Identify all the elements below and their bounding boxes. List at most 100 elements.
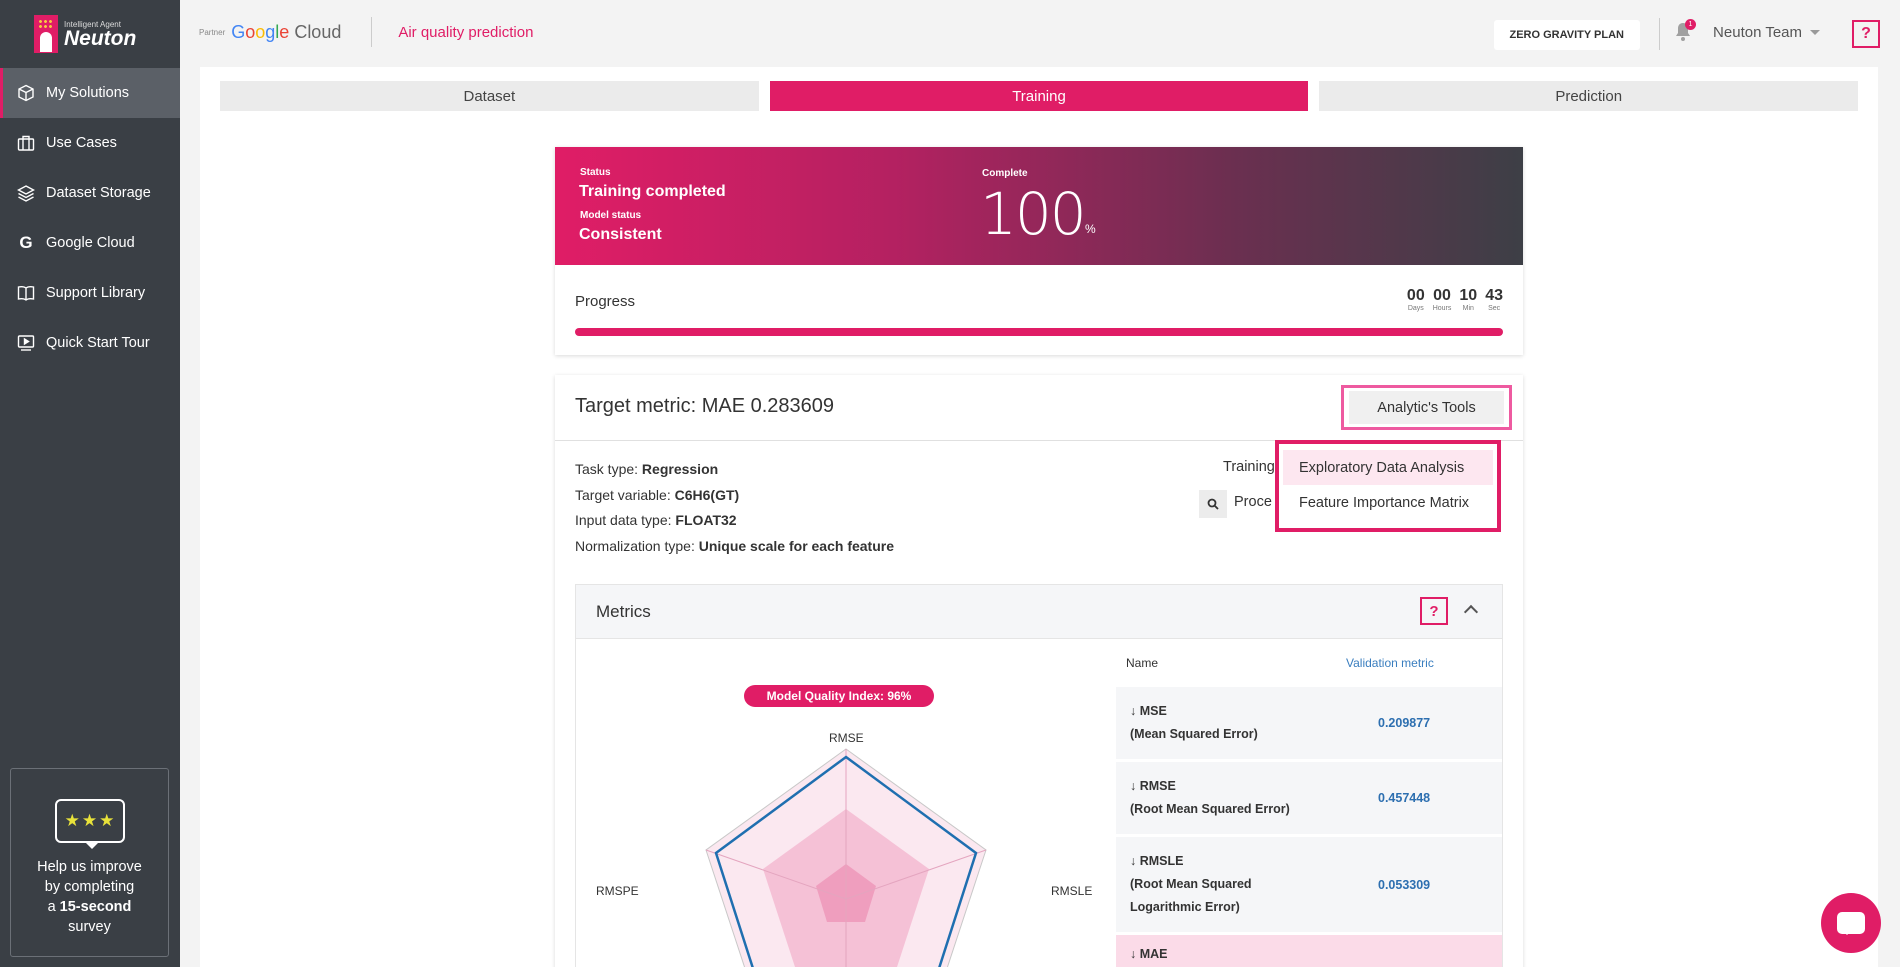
cube-icon xyxy=(16,83,36,103)
axis-label-rmspe: RMSPE xyxy=(596,884,639,898)
partner-label: Partner xyxy=(199,27,226,37)
progress-bar xyxy=(575,328,1503,336)
book-icon xyxy=(16,283,36,303)
notification-bell[interactable]: 1 xyxy=(1674,19,1696,44)
google-wordmark: Google Cloud xyxy=(231,21,342,42)
logo-subtitle: Intelligent Agent xyxy=(64,19,121,29)
table-row: ↓ MSE (Mean Squared Error) 0.209877 xyxy=(1116,687,1502,759)
metrics-table-header: Name Validation metric xyxy=(1116,639,1502,687)
layers-icon xyxy=(16,183,36,203)
chat-bubble-icon xyxy=(1837,912,1865,935)
divider xyxy=(1659,18,1660,50)
normalization-type: Normalization type: Unique scale for eac… xyxy=(575,537,895,554)
status-label: Status xyxy=(580,167,611,178)
analytic-tools-highlight: Analytic's Tools xyxy=(1341,385,1512,430)
metrics-table: Name Validation metric ↓ MSE (Mean Square… xyxy=(1116,639,1502,967)
progress-label: Progress xyxy=(575,293,636,310)
metrics-help-button[interactable]: ? xyxy=(1420,597,1448,625)
analytic-tools-button[interactable]: Analytic's Tools xyxy=(1349,391,1504,424)
column-validation-metric[interactable]: Validation metric xyxy=(1346,656,1434,670)
radar-plot xyxy=(705,748,987,967)
project-name[interactable]: Air quality prediction xyxy=(398,23,534,41)
google-cloud-partner-logo: Partner Google Cloud xyxy=(199,22,341,43)
sidebar-item-my-solutions[interactable]: My Solutions xyxy=(0,68,180,118)
chat-button[interactable] xyxy=(1821,893,1881,953)
sidebar-item-label: Quick Start Tour xyxy=(46,335,150,351)
tab-training[interactable]: Training xyxy=(769,81,1309,111)
rating-stars-icon: ★ ★ ★ xyxy=(54,799,125,849)
status-banner: Status Training completed Model status C… xyxy=(555,147,1523,265)
tab-prediction[interactable]: Prediction xyxy=(1319,81,1859,111)
google-g-icon: G xyxy=(19,233,33,252)
workflow-steps: Dataset Training Prediction xyxy=(220,81,1859,111)
survey-line-4: survey xyxy=(68,919,111,935)
target-metric-card: Target metric: MAE 0.283609 Analytic's T… xyxy=(555,375,1523,967)
sidebar-item-label: Google Cloud xyxy=(46,235,135,251)
chevron-up-icon[interactable] xyxy=(1463,604,1479,620)
table-row: ↓ RMSLE (Root Mean Squared Logarithmic Err… xyxy=(1116,837,1502,932)
complete-label: Complete xyxy=(982,168,1028,179)
plan-button[interactable]: ZERO GRAVITY PLAN xyxy=(1493,20,1640,50)
radar-chart: Model Quality Index: 96% RMSE RMSLE RMSP… xyxy=(576,639,1116,967)
top-bar: Partner Google Cloud Air quality predict… xyxy=(180,0,1900,64)
logo-name: Neuton xyxy=(64,26,137,50)
target-metric-title: Target metric: MAE 0.283609 xyxy=(575,395,835,417)
survey-card[interactable]: ★ ★ ★ Help us improve by completing a 15-s… xyxy=(10,768,169,957)
axis-label-rmsle: RMSLE xyxy=(1051,884,1093,898)
metric-value: 0.457448 xyxy=(1378,791,1431,805)
metric-value: 0.053309 xyxy=(1378,877,1431,892)
neuton-logo[interactable]: Intelligent Agent Neuton xyxy=(0,0,180,68)
metric-value: 0.209877 xyxy=(1378,716,1431,730)
progress-section: Progress 00 Days 00 Hours 10 Min 43 Sec xyxy=(555,265,1523,355)
sidebar-item-dataset-storage[interactable]: Dataset Storage xyxy=(0,168,180,218)
team-name: Neuton Team xyxy=(1713,24,1802,41)
timer-minutes: 10 xyxy=(1459,287,1478,304)
metrics-title: Metrics xyxy=(596,602,651,621)
complete-value: 100 xyxy=(980,180,1087,248)
neuton-logo-icon xyxy=(34,15,58,53)
timer-days: 00 xyxy=(1406,287,1425,304)
metrics-header: Metrics ? xyxy=(576,585,1502,639)
main-content: Dataset Training Prediction Status Train… xyxy=(200,67,1878,967)
sidebar-item-google-cloud[interactable]: G Google Cloud xyxy=(0,218,180,268)
survey-line-2: by completing xyxy=(44,879,135,895)
timer-hours: 00 xyxy=(1433,287,1451,304)
sidebar-item-support-library[interactable]: Support Library xyxy=(0,268,180,318)
survey-line-1: Help us improve xyxy=(37,859,142,875)
team-dropdown[interactable]: Neuton Team xyxy=(1713,24,1820,41)
chevron-down-icon xyxy=(1810,30,1820,35)
search-icon[interactable] xyxy=(1199,490,1227,518)
model-status-value: Consistent xyxy=(579,226,662,243)
target-metric-header: Target metric: MAE 0.283609 Analytic's T… xyxy=(555,375,1523,441)
target-variable: Target variable: C6H6(GT) xyxy=(575,486,740,503)
training-status-card: Status Training completed Model status C… xyxy=(555,147,1523,355)
elapsed-timer: 00 Days 00 Hours 10 Min 43 Sec xyxy=(1406,287,1503,312)
menu-item-feature-importance-matrix[interactable]: Feature Importance Matrix xyxy=(1299,494,1470,511)
sidebar-item-label: Use Cases xyxy=(46,135,117,151)
briefcase-icon xyxy=(16,133,36,153)
model-info: Task type: Regression Target variable: C… xyxy=(575,457,894,559)
analytic-tools-menu: Exploratory Data Analysis Feature Import… xyxy=(1275,440,1501,532)
processing-label: Proce xyxy=(1234,494,1272,510)
sidebar-item-quick-start-tour[interactable]: Quick Start Tour xyxy=(0,318,180,368)
complete-unit: % xyxy=(1085,222,1096,236)
status-value: Training completed xyxy=(579,183,726,200)
sidebar-item-use-cases[interactable]: Use Cases xyxy=(0,118,180,168)
notification-badge: 1 xyxy=(1685,19,1696,30)
axis-label-rmse: RMSE xyxy=(829,731,864,745)
task-type: Task type: Regression xyxy=(575,461,719,477)
divider xyxy=(371,17,373,47)
table-row: ↓ RMSE (Root Mean Squared Error) 0.457448 xyxy=(1116,762,1502,834)
model-quality-index-badge: Model Quality Index: 96% xyxy=(744,685,934,707)
menu-item-exploratory-data-analysis[interactable]: Exploratory Data Analysis xyxy=(1283,450,1493,485)
tab-dataset[interactable]: Dataset xyxy=(220,81,759,111)
training-label: Training xyxy=(1223,459,1275,475)
play-screen-icon xyxy=(16,333,36,353)
metrics-panel: Metrics ? Model Quality Index: 96% RMSE … xyxy=(575,584,1503,967)
model-status-label: Model status xyxy=(580,210,642,221)
sidebar-item-label: My Solutions xyxy=(46,85,130,101)
table-row-selected: ↓ MAE xyxy=(1116,935,1502,967)
sidebar-item-label: Dataset Storage xyxy=(46,185,151,201)
sidebar: Intelligent Agent Neuton My Solutions Us… xyxy=(0,0,180,967)
help-button[interactable]: ? xyxy=(1852,20,1880,48)
